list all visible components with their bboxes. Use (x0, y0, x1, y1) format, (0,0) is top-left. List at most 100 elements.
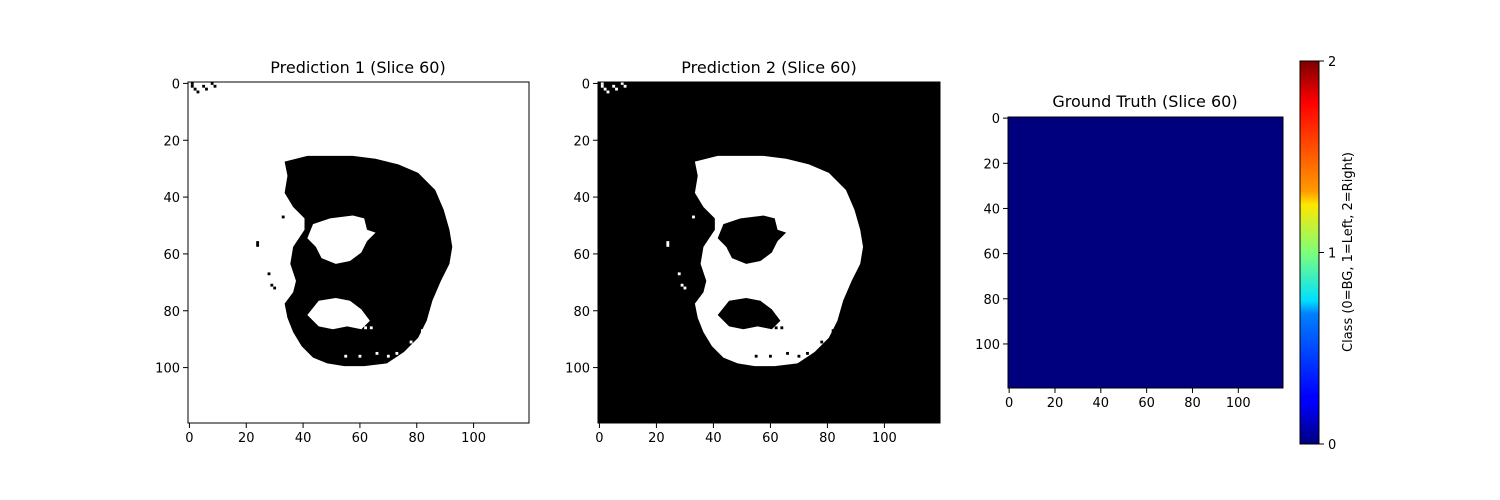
mask-hole (307, 297, 370, 330)
colorbar-gradient (1300, 61, 1319, 444)
mask-speck (409, 340, 413, 344)
mask-hole (717, 215, 787, 264)
x-tick-label: 60 (762, 431, 779, 446)
mask-speck (766, 232, 769, 236)
mask-speck (290, 170, 294, 173)
x-tick-label: 0 (185, 431, 193, 446)
x-tick-label: 100 (872, 431, 897, 446)
x-tick-label: 20 (648, 431, 665, 446)
panel-title: Prediction 1 (Slice 60) (270, 58, 445, 77)
mask-speck (606, 90, 610, 94)
mask-speck (375, 351, 379, 355)
x-tick-label: 100 (461, 431, 486, 446)
x-tick-label: 100 (1226, 396, 1251, 411)
panel-ground-truth: Ground Truth (Slice 60) 0 20 40 60 80 100 0 20… (975, 92, 1284, 411)
mask-island (338, 278, 359, 298)
mask-speck (213, 84, 217, 88)
x-tick-label: 40 (705, 431, 722, 446)
y-tick-label: 100 (975, 338, 1000, 353)
mask-speck (615, 87, 618, 91)
mask-speck (683, 286, 687, 290)
panel-prediction-1: Prediction 1 (Slice 60) 0 20 40 60 80 100 0 20… (155, 58, 530, 446)
mask-speck (273, 286, 277, 290)
y-tick-label: 20 (983, 157, 1000, 172)
x-tick-label: 80 (819, 431, 836, 446)
mask-speck (193, 87, 197, 91)
y-tick-label: 0 (582, 77, 590, 92)
mask-speck (270, 283, 274, 287)
x-axis: 0 20 40 60 80 100 (185, 423, 486, 446)
mask-speck (700, 170, 704, 173)
mask-hole (717, 297, 781, 330)
y-tick-label: 20 (163, 134, 180, 149)
mask-speck (831, 329, 835, 333)
y-tick-label: 60 (163, 248, 180, 263)
mask-speck (196, 90, 200, 94)
mask-speck (190, 82, 194, 85)
colorbar-label: Class (0=BG, 1=Left, 2=Right) (1341, 152, 1356, 352)
x-axis: 0 20 40 60 80 100 (595, 423, 897, 446)
mask-speck (364, 326, 368, 330)
mask-speck (256, 241, 260, 244)
y-axis: 0 20 40 60 80 100 (565, 77, 598, 377)
mask-speck (352, 226, 356, 230)
mask-speck (600, 82, 604, 85)
mask-speck (210, 82, 214, 85)
mask-speck (421, 329, 424, 333)
mask-island (749, 278, 769, 298)
mask-speck (612, 84, 616, 88)
x-tick-label: 80 (408, 431, 425, 446)
y-tick-label: 0 (992, 112, 1000, 127)
mask-speck (281, 215, 285, 219)
mask-speck (697, 167, 701, 171)
mask-layer (190, 82, 453, 367)
mask-speck (205, 87, 208, 91)
mask-speck (620, 82, 624, 85)
mask-speck (600, 84, 604, 88)
x-tick-label: 20 (238, 431, 255, 446)
mask-speck (666, 243, 670, 247)
x-tick-label: 60 (1138, 396, 1155, 411)
colorbar-tick-label: 1 (1328, 247, 1336, 262)
colorbar-ticks: 0 1 2 (1319, 55, 1336, 453)
mask-speck (318, 238, 322, 242)
y-tick-label: 80 (573, 305, 590, 320)
mask-layer (600, 82, 864, 367)
y-tick-label: 100 (155, 362, 180, 377)
y-tick-label: 40 (573, 191, 590, 206)
y-tick-label: 0 (172, 77, 180, 92)
panel-prediction-2: Prediction 2 (Slice 60) 0 20 40 60 80 100 0 20… (565, 58, 941, 446)
mask-speck (386, 354, 390, 358)
mask-speck (780, 326, 784, 330)
ground-truth-image (1008, 117, 1283, 388)
mask-speck (603, 87, 607, 91)
x-tick-label: 0 (595, 431, 603, 446)
mask-hole (307, 215, 376, 264)
y-tick-label: 40 (983, 202, 1000, 217)
mask-speck (666, 241, 670, 244)
mask-speck (287, 167, 291, 171)
x-tick-label: 0 (1005, 396, 1013, 411)
colorbar-tick-label: 2 (1328, 55, 1336, 70)
mask-speck (754, 354, 758, 358)
x-tick-label: 20 (1047, 396, 1064, 411)
mask-speck (774, 326, 778, 330)
x-tick-label: 40 (295, 431, 312, 446)
y-tick-label: 60 (983, 248, 1000, 263)
mask-speck (692, 215, 695, 219)
mask-speck (729, 238, 732, 242)
mask-speck (256, 243, 260, 247)
mask-speck (202, 84, 206, 88)
y-tick-label: 40 (163, 191, 180, 206)
y-tick-label: 80 (983, 293, 1000, 308)
mask-speck (806, 351, 809, 355)
y-tick-label: 20 (573, 134, 590, 149)
mask-speck (369, 326, 373, 330)
axes-frame (187, 81, 530, 424)
prediction-1-image (188, 82, 529, 423)
x-tick-label: 80 (1184, 396, 1201, 411)
prediction-2-image (598, 82, 940, 423)
mask-speck (786, 351, 789, 355)
mask-speck (395, 351, 399, 355)
